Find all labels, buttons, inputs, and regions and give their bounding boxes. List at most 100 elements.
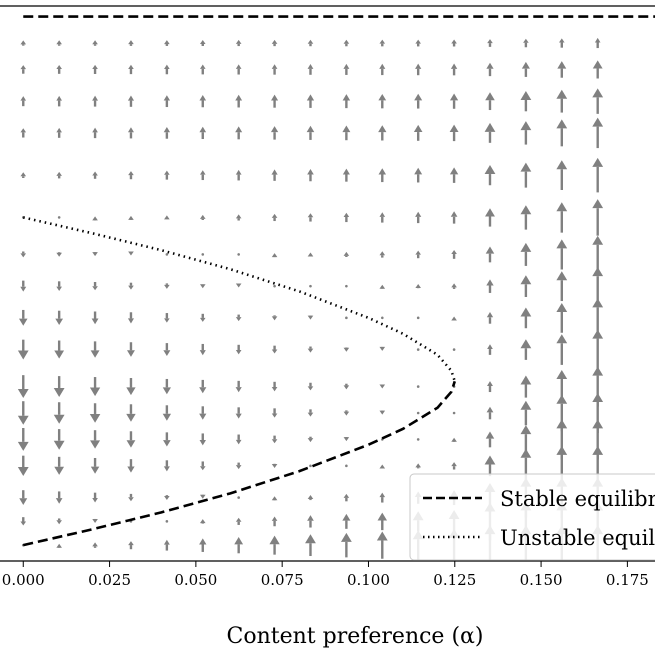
vector-61: [128, 282, 134, 290]
curve-1: [22, 380, 457, 547]
vector-181: [379, 251, 386, 258]
vector-267: [556, 202, 568, 233]
vector-272: [558, 38, 565, 48]
vector-151: [306, 94, 315, 108]
vector-22: [53, 429, 65, 450]
vector-212: [452, 348, 456, 351]
vector-133: [270, 126, 279, 140]
vector-243: [520, 425, 532, 454]
vector-96: [201, 253, 205, 256]
vector-73: [163, 432, 171, 447]
vector-237: [486, 62, 494, 77]
vector-83: [163, 95, 171, 108]
vector-233: [485, 208, 495, 227]
vector-125: [271, 408, 278, 418]
vector-91: [199, 406, 207, 420]
vector-52: [128, 541, 134, 550]
vector-71: [164, 495, 170, 501]
vector-250: [520, 205, 532, 230]
vector-220: [450, 63, 458, 76]
vector-111: [235, 314, 242, 322]
vector-177: [379, 384, 386, 389]
vector-27: [56, 281, 62, 291]
vector-42: [90, 341, 100, 358]
vector-167: [342, 125, 351, 141]
vector-63: [128, 215, 134, 220]
vector-157: [345, 464, 348, 468]
vector-187: [379, 39, 386, 47]
vector-141: [307, 436, 314, 443]
vector-156: [343, 493, 350, 502]
vector-116: [235, 126, 243, 140]
vector-64: [128, 171, 134, 180]
x-tick-label-2: 0.050: [174, 571, 217, 589]
vector-35: [92, 542, 98, 548]
vector-88: [199, 494, 206, 499]
vector-43: [91, 311, 99, 325]
vector-264: [556, 302, 568, 333]
vector-142: [307, 409, 314, 417]
vector-244: [520, 400, 532, 426]
vector-2: [20, 517, 27, 526]
vector-28: [56, 252, 62, 257]
vector-215: [451, 250, 457, 259]
vector-144: [307, 346, 314, 353]
vector-65: [127, 127, 134, 139]
vector-179: [380, 316, 384, 320]
vector-122: [271, 496, 278, 501]
vector-75: [162, 378, 171, 395]
vector-87: [199, 519, 206, 524]
vector-170: [343, 39, 350, 47]
vector-192: [416, 438, 420, 441]
vector-69: [163, 539, 170, 551]
vector-171: [376, 531, 388, 559]
vector-234: [484, 165, 496, 186]
vector-55: [127, 459, 135, 473]
vector-109: [235, 380, 242, 393]
vector-80: [164, 215, 170, 220]
vector-100: [199, 95, 207, 108]
vector-7: [17, 375, 29, 398]
equilibrium-curves: [22, 15, 655, 547]
vector-172: [377, 512, 388, 531]
vector-117: [235, 94, 243, 108]
vector-51: [92, 40, 98, 46]
vector-131: [271, 213, 278, 222]
vector-266: [556, 239, 568, 270]
vector-165: [343, 212, 350, 223]
vector-155: [342, 513, 351, 529]
vector-195: [416, 348, 420, 351]
vector-153: [307, 39, 314, 47]
vector-246: [520, 339, 532, 360]
vector-228: [487, 381, 493, 393]
vector-196: [416, 316, 420, 320]
vector-45: [92, 252, 98, 257]
vector-16: [20, 65, 27, 74]
vector-286: [592, 117, 604, 149]
vector-23: [53, 402, 65, 424]
vector-236: [485, 92, 495, 111]
vector-49: [92, 95, 99, 107]
vector-209: [451, 437, 457, 442]
vector-26: [55, 310, 64, 325]
vector-127: [271, 345, 278, 354]
vector-107: [235, 434, 242, 445]
vector-135: [271, 64, 278, 75]
vector-60: [127, 312, 134, 324]
vector-204: [415, 39, 421, 47]
vector-113: [237, 253, 240, 256]
vector-20: [55, 491, 63, 504]
vector-132: [271, 169, 278, 181]
vector-95: [199, 284, 206, 289]
vector-147: [307, 252, 314, 257]
vector-89: [199, 461, 206, 471]
vector-8: [17, 339, 29, 360]
vector-6: [17, 401, 29, 425]
vector-245: [520, 375, 532, 398]
vector-180: [379, 284, 386, 289]
vector-226: [485, 431, 495, 448]
vector-146: [309, 284, 312, 288]
vector-287: [592, 88, 604, 114]
vector-288: [592, 60, 603, 79]
